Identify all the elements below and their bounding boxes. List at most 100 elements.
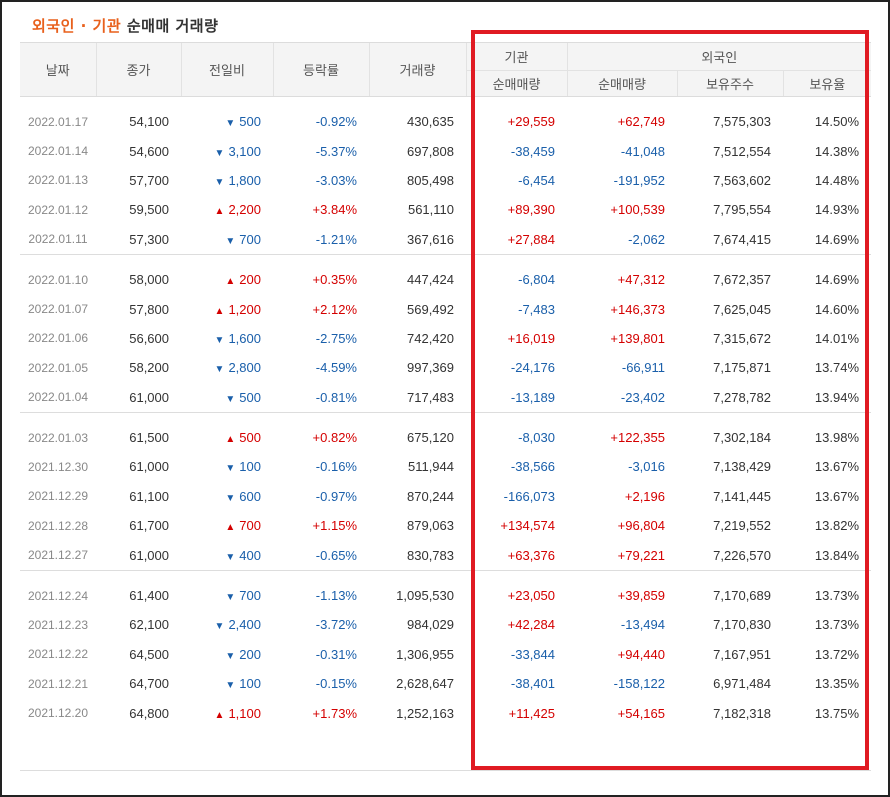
foreign-holdings-cell: 7,315,672: [713, 330, 771, 346]
rate-cell: +1.73%: [312, 705, 357, 721]
inst-net-cell: +16,019: [507, 330, 555, 346]
date-cell: 2022.01.12: [27, 202, 89, 217]
rate-cell: -3.72%: [315, 617, 357, 633]
date-cell: 2022.01.11: [28, 232, 88, 247]
foreign-holdings-cell: 7,182,318: [713, 705, 771, 721]
separator-cell: [20, 411, 872, 423]
inst-net-cell: -166,073: [503, 488, 555, 504]
date-cell: 2021.12.29: [27, 489, 89, 504]
foreign-net-cell: +39,859: [617, 588, 665, 604]
table-row: 2021.12.20 64,800 ▲ 1,100 +1.73% 1,252,163 +11…: [20, 698, 871, 727]
foreign-ratio-cell: 13.98%: [814, 430, 860, 446]
separator-cell: [20, 569, 872, 581]
diff-cell: ▲ 200: [181, 265, 273, 294]
close-cell: 61,400: [129, 588, 169, 604]
date-cell: 2021.12.20: [27, 706, 89, 721]
header-inst-net: 순매매량: [465, 70, 567, 97]
foreign-net-cell: -158,122: [613, 676, 665, 692]
close-cell: 56,600: [129, 330, 169, 346]
rate-cell: -0.92%: [315, 114, 357, 130]
rate-cell: -0.97%: [315, 488, 357, 504]
foreign-holdings-cell: 7,226,570: [713, 547, 771, 563]
rate-cell: +2.12%: [312, 301, 357, 317]
close-cell: 58,000: [129, 272, 169, 288]
group-separator: [20, 253, 872, 265]
rate-cell: +1.15%: [312, 518, 357, 534]
inst-net-cell: +27,884: [507, 231, 555, 247]
close-cell: 61,100: [129, 488, 169, 504]
rate-cell: -3.03%: [315, 172, 357, 188]
close-cell: 54,600: [129, 143, 169, 159]
table-row: 2021.12.24 61,400 ▼ 700 -1.13% 1,095,530 +23,0…: [20, 581, 871, 610]
foreign-holdings-cell: 6,971,484: [713, 676, 771, 692]
diff-value: 1,600: [228, 330, 261, 346]
diff-cell: ▼ 100: [181, 452, 273, 481]
rate-cell: -2.75%: [315, 330, 357, 346]
volume-cell: 569,492: [407, 301, 454, 317]
rate-cell: +3.84%: [312, 202, 357, 218]
close-cell: 57,800: [129, 301, 169, 317]
foreign-holdings-cell: 7,175,871: [713, 360, 771, 376]
foreign-net-cell: -23,402: [620, 389, 665, 405]
triangle-up-icon: ▲: [225, 434, 236, 446]
diff-cell: ▲ 1,200: [181, 294, 273, 323]
table-header: 날짜 종가 전일비 등락률 거래량 기관 외국인 순매매량 순매매량 보유주수 …: [20, 42, 872, 97]
inst-net-cell: +29,559: [507, 114, 555, 130]
diff-value: 100: [239, 676, 261, 692]
foreign-ratio-cell: 13.73%: [814, 617, 860, 633]
volume-cell: 697,808: [407, 143, 454, 159]
inst-net-cell: -24,176: [510, 360, 555, 376]
inst-net-cell: +42,284: [507, 617, 555, 633]
date-cell: 2021.12.27: [27, 548, 89, 563]
diff-cell: ▼ 500: [181, 107, 273, 136]
foreign-ratio-cell: 14.48%: [814, 172, 860, 188]
foreign-net-cell: -3,016: [628, 459, 665, 475]
foreign-net-cell: +2,196: [624, 488, 665, 504]
group-separator: [20, 569, 872, 581]
diff-value: 1,800: [228, 172, 261, 188]
table-row: 2022.01.05 58,200 ▼ 2,800 -4.59% 997,369 -24,1…: [20, 353, 871, 382]
rate-cell: -5.37%: [315, 143, 357, 159]
rate-cell: -0.81%: [315, 389, 357, 405]
inst-net-cell: +23,050: [507, 588, 555, 604]
diff-cell: ▼ 700: [181, 225, 273, 255]
foreign-holdings-cell: 7,170,689: [713, 588, 771, 604]
triangle-up-icon: ▲: [214, 305, 225, 317]
close-cell: 64,700: [129, 676, 169, 692]
triangle-down-icon: ▼: [225, 463, 236, 475]
rate-cell: -1.13%: [315, 588, 357, 604]
foreign-holdings-cell: 7,219,552: [713, 518, 771, 534]
close-cell: 64,500: [129, 646, 169, 662]
date-cell: 2021.12.21: [27, 676, 89, 691]
trading-table: 날짜 종가 전일비 등락률 거래량 기관 외국인 순매매량 순매매량 보유주수 …: [20, 42, 872, 738]
separator-cell: [20, 728, 871, 738]
foreign-ratio-cell: 13.72%: [814, 646, 860, 662]
triangle-down-icon: ▼: [225, 680, 236, 692]
table-end-spacer: [20, 728, 871, 738]
foreign-holdings-cell: 7,141,445: [713, 488, 771, 504]
inst-net-cell: -13,189: [510, 389, 555, 405]
header-foreign-ratio: 보유율: [782, 70, 872, 97]
table-row: 2022.01.13 57,700 ▼ 1,800 -3.03% 805,498 -6,45…: [20, 166, 871, 195]
foreign-holdings-cell: 7,138,429: [713, 459, 771, 475]
title-net-trading-volume: 순매매 거래량: [121, 17, 219, 35]
date-cell: 2022.01.17: [27, 114, 89, 129]
diff-cell: ▼ 3,100: [181, 136, 273, 165]
rate-cell: -0.31%: [315, 646, 357, 662]
triangle-down-icon: ▼: [225, 235, 236, 247]
close-cell: 61,000: [129, 459, 169, 475]
foreign-ratio-cell: 13.82%: [814, 518, 860, 534]
volume-cell: 1,095,530: [396, 588, 454, 604]
inst-net-cell: -7,483: [518, 301, 555, 317]
group-separator: [20, 411, 872, 423]
close-cell: 59,500: [129, 202, 169, 218]
close-cell: 54,100: [129, 114, 169, 130]
table-row: 2022.01.06 56,600 ▼ 1,600 -2.75% 742,420 +16,0…: [20, 324, 871, 353]
volume-cell: 984,029: [407, 617, 454, 633]
foreign-holdings-cell: 7,167,951: [713, 646, 771, 662]
diff-cell: ▼ 2,400: [181, 610, 273, 639]
foreign-net-cell: +62,749: [617, 114, 665, 130]
diff-value: 2,200: [228, 202, 261, 218]
inst-net-cell: -38,566: [510, 459, 555, 475]
inst-net-cell: +89,390: [507, 202, 555, 218]
